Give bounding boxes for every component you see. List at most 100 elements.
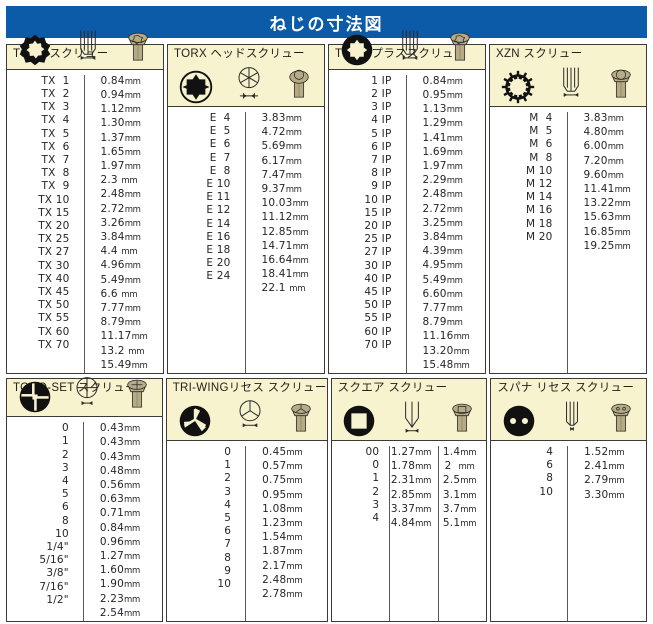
dimension-value: 4.4 mm: [101, 245, 138, 259]
dimension-value: 1.60mm: [100, 564, 140, 578]
dimension-value: 0.95mm: [262, 489, 302, 503]
dimension-value: 2.48mm: [262, 574, 302, 588]
dimension-value: 2.72mm: [101, 203, 141, 217]
dimension-value: 2.17mm: [262, 560, 302, 574]
icon-row: [168, 62, 324, 106]
size-value: 6: [224, 525, 231, 538]
dimension-value: 13.20mm: [423, 345, 470, 359]
size-value: TX 30: [38, 260, 69, 273]
size-value: 55 IP: [364, 312, 391, 325]
size-value: TX 45: [38, 286, 69, 299]
size-value: E 18: [206, 244, 230, 257]
size-value: M 16: [526, 204, 553, 217]
size-value: 9: [224, 565, 231, 578]
size-value: 10: [55, 528, 69, 541]
torx-screw-3d-icon: [113, 25, 163, 69]
size-value: 4 IP: [371, 114, 391, 127]
torx-head-bit-profile-icon: [224, 62, 274, 106]
dimension-value: 1.29mm: [423, 117, 463, 131]
size-value: 8: [62, 515, 69, 528]
size-value: TX 5: [42, 128, 70, 141]
dimension-value: 0.45mm: [262, 446, 302, 460]
dimension-value: 3.25mm: [423, 217, 463, 231]
dimension-column-2: 1.4mm2 mm2.5mm3.1mm3.7mm5.1mm: [439, 446, 487, 621]
size-value: TX 70: [38, 339, 69, 352]
section-spanner: スパナ リセス スクリュー 46810 1.52mm2.41mm2.79mm3.…: [490, 378, 647, 622]
dimension-value: 3.84mm: [423, 231, 463, 245]
dimension-value: 7.47mm: [262, 169, 302, 183]
torq-set-head-icon: [7, 372, 63, 416]
size-value: TX 4: [42, 114, 70, 127]
xzn-bit-profile-icon: [546, 62, 596, 106]
size-value: E 11: [206, 191, 230, 204]
dimension-value: 22.1 mm: [262, 282, 306, 296]
xzn-screw-3d-icon: [596, 62, 646, 106]
dimension-value: 3.26mm: [101, 217, 141, 231]
size-value: 2 IP: [371, 88, 391, 101]
section-header-torx-plus: TORX プラススクリュー: [329, 45, 485, 70]
size-value: E 10: [206, 178, 230, 191]
dimension-value: 3.83mm: [584, 112, 624, 126]
size-value: 1: [62, 435, 69, 448]
section-body-xzn: M 4M 5M 6M 8M 10M 12M 14M 16M 18M 20 3.8…: [490, 107, 646, 373]
dimension-value: 18.41mm: [262, 268, 309, 282]
dimension-value: 4.39mm: [423, 245, 463, 259]
icon-row: [491, 396, 646, 440]
size-value: TX 3: [42, 101, 70, 114]
dimension-value: 5.49mm: [423, 274, 463, 288]
dimension-value: 7.77mm: [423, 302, 463, 316]
dimension-column: 1.27mm1.78mm2.31mm2.85mm3.37mm4.84mm: [390, 446, 439, 621]
size-value: 10 IP: [364, 194, 391, 207]
section-header-tri-wing: TRI-WINGリセス スクリュー: [167, 379, 327, 441]
dimension-value: 1.12mm: [101, 103, 141, 117]
dimension-value: 1.52mm: [584, 446, 624, 460]
dimension-value: 15.49mm: [101, 359, 148, 373]
dimension-value: 4.96mm: [101, 259, 141, 273]
dimension-value: 4.80mm: [584, 126, 624, 140]
size-value: E 14: [206, 218, 230, 231]
size-value: TX 8: [42, 167, 70, 180]
size-value: E 12: [206, 204, 230, 217]
dimension-value: 3.30mm: [584, 489, 624, 503]
size-value: TX 27: [38, 246, 69, 259]
size-value: 0: [224, 446, 231, 459]
size-value: 45 IP: [364, 286, 391, 299]
size-column: 0001234: [332, 446, 391, 621]
size-value: E 6: [210, 138, 231, 151]
icon-row: [7, 25, 163, 69]
tri-wing-head-icon: [167, 396, 225, 440]
size-value: 1: [372, 472, 379, 485]
dimension-value: 1.90mm: [100, 578, 140, 592]
dimension-value: 11.17mm: [101, 330, 148, 344]
size-value: 3: [62, 462, 69, 475]
dimension-value: 16.64mm: [262, 254, 309, 268]
size-value: 4: [546, 446, 553, 459]
dimension-value: 0.96mm: [100, 536, 140, 550]
size-value: 70 IP: [364, 339, 391, 352]
size-value: TX 50: [38, 299, 69, 312]
size-value: E 16: [206, 231, 230, 244]
section-title: スパナ リセス スクリュー: [497, 381, 646, 395]
size-value: 27 IP: [364, 246, 391, 259]
dimension-value: 10.03mm: [262, 197, 309, 211]
size-value: 1/2": [46, 594, 69, 607]
dimension-value: 4.72mm: [262, 126, 302, 140]
size-value: 1: [224, 459, 231, 472]
dimension-value: 16.85mm: [584, 226, 631, 240]
torq-set-bit-profile-icon: [63, 372, 113, 416]
section-header-torq-set: TORQ-SET スクリュー: [7, 379, 162, 417]
size-value: 6 IP: [371, 141, 391, 154]
icon-row: [329, 25, 485, 69]
dimension-value: 1.97mm: [101, 160, 141, 174]
dimension-column: 3.83mm4.80mm6.00mm7.20mm9.60mm11.41mm13.…: [568, 112, 647, 373]
section-body-torx-plus: 1 IP2 IP3 IP4 IP5 IP6 IP7 IP8 IP9 IP10 I…: [329, 70, 485, 373]
dimension-value: 3.84mm: [101, 231, 141, 245]
dimension-value: 5.69mm: [262, 140, 302, 154]
size-value: M 4: [529, 112, 552, 125]
icon-row: [7, 372, 162, 416]
torx-plus-screw-3d-icon: [435, 25, 485, 69]
dimension-value: 8.79mm: [423, 316, 463, 330]
size-value: M 20: [526, 231, 553, 244]
size-value: M 10: [526, 165, 553, 178]
section-tri-wing: TRI-WINGリセス スクリュー 012345678910 0.45mm0.5…: [166, 378, 328, 622]
